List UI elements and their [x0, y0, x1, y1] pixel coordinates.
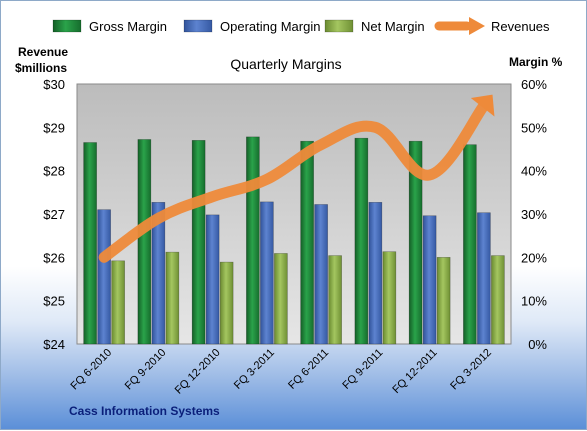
right-tick-label: 30%	[521, 207, 547, 222]
legend-label-revenues: Revenues	[491, 19, 550, 34]
bar-gross-margin	[192, 140, 205, 344]
legend-arrowhead	[469, 17, 485, 35]
bar-operating-margin	[260, 202, 273, 344]
bar-operating-margin	[477, 213, 490, 344]
left-tick-label: $26	[43, 250, 65, 265]
left-tick-label: $24	[43, 337, 65, 352]
right-tick-label: 40%	[521, 164, 547, 179]
x-tick-label: FQ 9-2010	[123, 347, 169, 393]
left-axis-title-line-1: Revenue	[18, 45, 68, 59]
company-name: Cass Information Systems	[69, 404, 220, 418]
bar-net-margin	[112, 261, 125, 344]
bar-net-margin	[437, 257, 450, 344]
bar-net-margin	[329, 256, 342, 344]
bar-operating-margin	[423, 216, 436, 344]
bar-net-margin	[274, 253, 287, 344]
bar-net-margin	[383, 252, 396, 344]
bar-gross-margin	[246, 137, 259, 344]
left-axis-ticks: $24 $25 $26 $27 $28 $29 $30	[43, 77, 65, 352]
bar-gross-margin	[138, 139, 151, 344]
legend-label-operating-margin: Operating Margin	[220, 19, 320, 34]
bar-net-margin	[220, 262, 233, 344]
legend-label-gross-margin: Gross Margin	[89, 19, 167, 34]
x-tick-label: FQ 6-2010	[69, 347, 115, 393]
bar-operating-margin	[369, 202, 382, 344]
left-tick-label: $28	[43, 164, 65, 179]
bar-operating-margin	[315, 204, 328, 344]
x-tick-label: FQ 12-2010	[173, 347, 223, 397]
bar-net-margin	[166, 252, 179, 344]
chart-title: Quarterly Margins	[230, 56, 341, 72]
x-tick-label: FQ 3-2012	[448, 347, 494, 393]
bar-gross-margin	[355, 138, 368, 344]
x-tick-label: FQ 6-2011	[286, 347, 331, 392]
legend-swatch-net-margin	[325, 20, 353, 32]
left-axis-title-line-2: $millions	[15, 61, 67, 75]
right-tick-label: 20%	[521, 250, 547, 265]
legend: Gross Margin Operating Margin Net Margin Re…	[53, 17, 550, 35]
right-axis-ticks: 0% 10% 20% 30% 40% 50% 60%	[521, 77, 547, 352]
right-tick-label: 60%	[521, 77, 547, 92]
left-tick-label: $30	[43, 77, 65, 92]
right-tick-label: 50%	[521, 120, 547, 135]
right-tick-label: 10%	[521, 294, 547, 309]
x-tick-label: FQ 12-2011	[390, 347, 439, 396]
bar-operating-margin	[206, 215, 219, 344]
bar-gross-margin	[463, 145, 476, 344]
legend-swatch-gross-margin	[53, 20, 81, 32]
legend-label-net-margin: Net Margin	[361, 19, 425, 34]
bar-gross-margin	[84, 143, 97, 345]
bar-operating-margin	[98, 210, 111, 344]
x-tick-label: FQ 3-2011	[232, 347, 277, 392]
right-tick-label: 0%	[528, 337, 547, 352]
left-tick-label: $29	[43, 120, 65, 135]
x-tick-label: FQ 9-2011	[340, 347, 385, 392]
bar-gross-margin	[301, 141, 314, 344]
left-tick-label: $27	[43, 207, 65, 222]
right-axis-title: Margin %	[509, 55, 563, 69]
left-tick-label: $25	[43, 294, 65, 309]
legend-swatch-operating-margin	[184, 20, 212, 32]
bar-net-margin	[491, 256, 504, 344]
